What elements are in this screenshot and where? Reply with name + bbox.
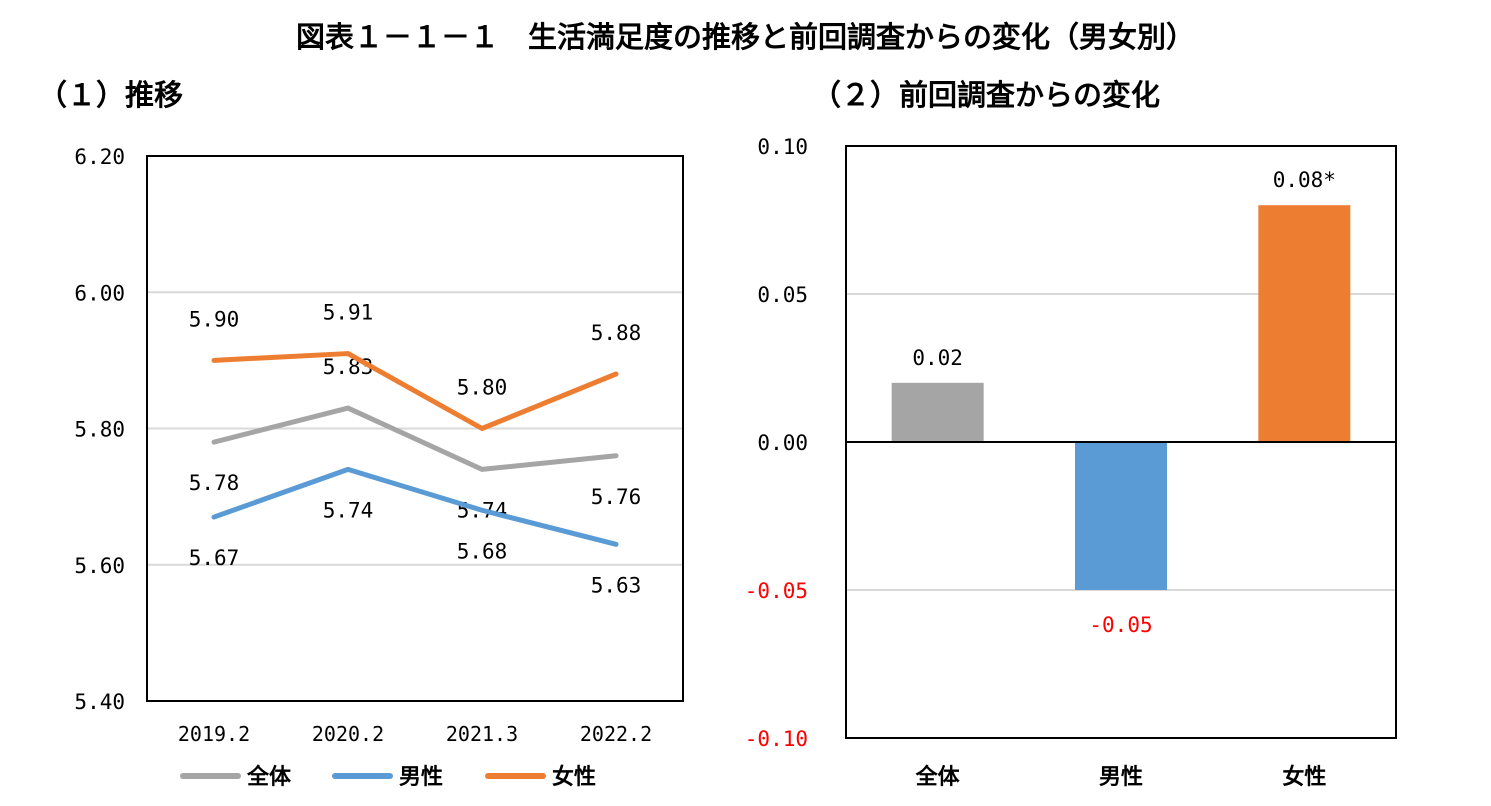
y-tick-label: 5.60 (74, 554, 125, 578)
data-label: -0.05 (1089, 613, 1152, 637)
data-label: 0.08* (1273, 168, 1336, 192)
data-label: 5.74 (323, 498, 374, 522)
x-tick-label: 2019.2 (178, 722, 250, 746)
y-tick-label: 0.10 (757, 135, 808, 159)
legend-label: 女性 (552, 764, 596, 790)
series-line (211, 351, 619, 431)
data-label: 5.80 (457, 376, 508, 400)
legend-label: 男性 (399, 765, 443, 790)
y-tick-label: 6.00 (74, 281, 125, 305)
data-label: 5.78 (189, 471, 240, 495)
x-tick-label: 2020.2 (312, 722, 384, 746)
data-label: 5.91 (323, 301, 374, 325)
data-label: 5.76 (591, 485, 642, 509)
plot-frame (146, 155, 684, 702)
data-label: 0.02 (912, 346, 963, 370)
bar-panel-title: （２）前回調査からの変化 (812, 78, 1161, 112)
y-tick-label: -0.10 (745, 727, 808, 751)
series-line (211, 405, 619, 472)
x-tick-label: 男性 (1099, 765, 1143, 790)
data-label: 5.63 (591, 573, 642, 597)
x-tick-label: 全体 (915, 764, 961, 790)
bar (1075, 442, 1167, 590)
y-tick-label: 5.80 (74, 418, 125, 442)
figure-title: 図表１－１－１ 生活満足度の推移と前回調査からの変化（男女別） (295, 20, 1195, 54)
data-label: 5.83 (323, 355, 374, 379)
data-label: 5.88 (591, 321, 642, 345)
data-label: 5.67 (189, 546, 240, 570)
y-tick-label: -0.05 (745, 579, 808, 603)
x-tick-label: 女性 (1282, 764, 1326, 790)
plot-frame (845, 145, 1397, 739)
y-tick-label: 6.20 (74, 145, 125, 169)
data-label: 5.90 (189, 307, 240, 331)
y-tick-label: 5.40 (74, 690, 125, 714)
line-panel-title: （１）推移 (38, 78, 184, 112)
x-tick-label: 2021.3 (446, 722, 518, 746)
legend-label: 全体 (246, 764, 292, 790)
x-tick-label: 2022.2 (580, 722, 652, 746)
bar (891, 382, 984, 442)
y-tick-label: 0.00 (757, 431, 808, 455)
data-label: 5.68 (457, 539, 508, 563)
y-tick-label: 0.05 (757, 283, 808, 307)
bar (1258, 205, 1351, 442)
series-line (211, 466, 619, 547)
